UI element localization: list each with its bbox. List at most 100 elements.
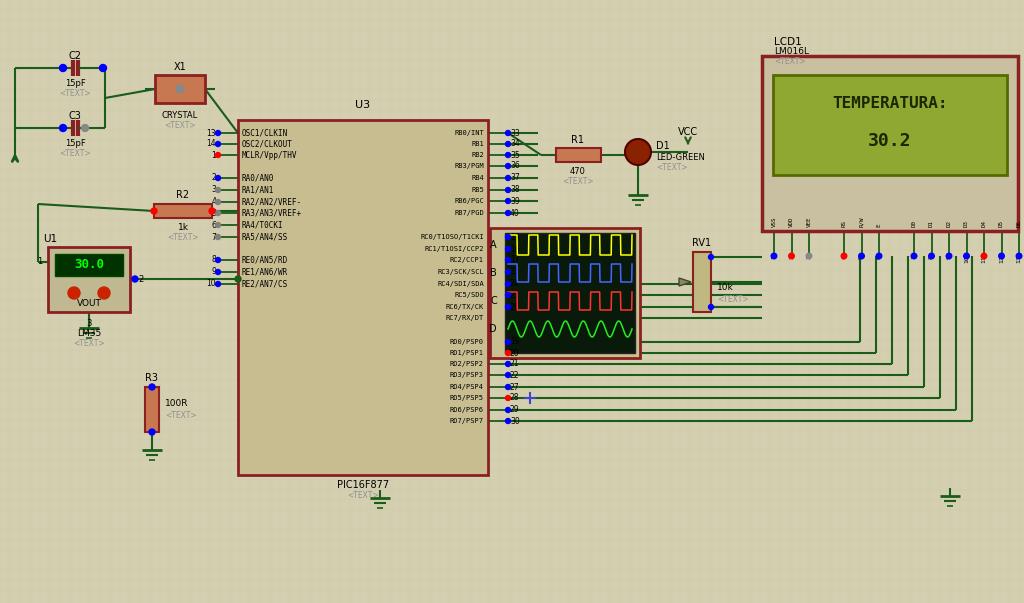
Text: 34: 34 [510, 139, 520, 148]
Text: RA3/AN3/VREF+: RA3/AN3/VREF+ [242, 209, 302, 218]
Text: MCLR/Vpp/THV: MCLR/Vpp/THV [242, 151, 298, 160]
Circle shape [709, 254, 714, 259]
Circle shape [506, 257, 511, 262]
Text: 8: 8 [929, 255, 934, 259]
Text: 3: 3 [211, 186, 216, 195]
Text: R3: R3 [145, 373, 159, 383]
Text: D1: D1 [929, 220, 934, 227]
Circle shape [877, 253, 882, 259]
Text: RE1/AN6/WR: RE1/AN6/WR [242, 268, 288, 277]
Text: 15pF: 15pF [65, 139, 85, 148]
Text: LM35: LM35 [77, 329, 101, 338]
Text: RE0/AN5/RD: RE0/AN5/RD [242, 256, 288, 265]
Text: 21: 21 [510, 359, 519, 368]
Text: LM016L: LM016L [774, 48, 809, 57]
Text: 14: 14 [207, 139, 216, 148]
Text: <TEXT>: <TEXT> [562, 177, 594, 186]
Text: 23: 23 [510, 268, 519, 277]
Text: RV1: RV1 [692, 238, 712, 248]
Text: RB1: RB1 [471, 141, 484, 147]
Text: <TEXT>: <TEXT> [59, 89, 91, 98]
Text: 39: 39 [510, 197, 520, 206]
Circle shape [150, 384, 155, 390]
Text: 2: 2 [790, 255, 794, 259]
Circle shape [68, 287, 80, 299]
Text: <TEXT>: <TEXT> [167, 233, 199, 242]
Text: RC0/T1OSO/T1CKI: RC0/T1OSO/T1CKI [420, 234, 484, 240]
Text: 12: 12 [999, 255, 1004, 263]
Text: D: D [489, 324, 497, 334]
Text: PIC16F877: PIC16F877 [337, 480, 389, 490]
Text: C: C [490, 296, 497, 306]
Text: OSC1/CLKIN: OSC1/CLKIN [242, 128, 288, 137]
Text: R2: R2 [176, 190, 189, 200]
Text: RC4/SDI/SDA: RC4/SDI/SDA [437, 281, 484, 287]
Text: RB7/PGD: RB7/PGD [455, 210, 484, 216]
Text: C2: C2 [69, 51, 82, 61]
Circle shape [788, 253, 795, 259]
Bar [505, 233, 635, 353]
Text: 11: 11 [981, 255, 986, 263]
Circle shape [99, 65, 106, 72]
Text: CRYSTAL: CRYSTAL [162, 110, 198, 119]
Text: <TEXT>: <TEXT> [59, 150, 91, 159]
Text: LED-GREEN: LED-GREEN [656, 153, 705, 162]
Text: B: B [490, 268, 497, 278]
Circle shape [506, 339, 511, 344]
Bar [154, 204, 212, 218]
Text: <TEXT>: <TEXT> [774, 57, 806, 66]
Circle shape [506, 210, 511, 215]
Text: RA4/T0CKI: RA4/T0CKI [242, 221, 284, 230]
Text: RS: RS [842, 220, 847, 227]
Circle shape [506, 305, 511, 309]
Circle shape [506, 292, 511, 297]
Text: RD2/PSP2: RD2/PSP2 [450, 361, 484, 367]
Text: RB0/INT: RB0/INT [455, 130, 484, 136]
Circle shape [506, 175, 511, 180]
Text: RB2: RB2 [471, 152, 484, 158]
Text: 7: 7 [211, 233, 216, 241]
Circle shape [215, 175, 220, 180]
Text: RC2/CCP1: RC2/CCP1 [450, 257, 484, 263]
Text: U3: U3 [355, 100, 371, 110]
Circle shape [911, 253, 916, 259]
Circle shape [215, 153, 220, 157]
Circle shape [506, 282, 511, 286]
Text: 37: 37 [510, 174, 520, 183]
Circle shape [506, 142, 511, 147]
Text: VCC: VCC [678, 127, 698, 137]
Circle shape [964, 253, 970, 259]
Circle shape [82, 124, 88, 131]
Text: 27: 27 [510, 382, 519, 391]
Circle shape [709, 305, 714, 309]
Text: VOUT: VOUT [77, 300, 101, 309]
Text: RD1/PSP1: RD1/PSP1 [450, 350, 484, 356]
Circle shape [59, 65, 67, 72]
Circle shape [998, 253, 1005, 259]
Circle shape [215, 257, 220, 262]
Text: 30: 30 [510, 417, 520, 426]
Circle shape [506, 163, 511, 168]
Text: D4: D4 [981, 220, 986, 227]
Circle shape [150, 429, 155, 435]
Circle shape [506, 130, 511, 136]
Bar [155, 75, 205, 103]
Text: <TEXT>: <TEXT> [347, 490, 379, 499]
Circle shape [506, 396, 511, 400]
Text: RC3/SCK/SCL: RC3/SCK/SCL [437, 269, 484, 275]
Circle shape [506, 270, 511, 274]
Circle shape [215, 200, 220, 204]
Text: 470: 470 [570, 168, 586, 177]
Text: <TEXT>: <TEXT> [73, 339, 104, 349]
Text: X1: X1 [174, 62, 186, 72]
Circle shape [506, 198, 511, 203]
Circle shape [215, 270, 220, 274]
Circle shape [506, 350, 511, 356]
Bar [762, 56, 1018, 231]
Text: 22: 22 [510, 370, 519, 379]
Circle shape [506, 385, 511, 390]
Text: VSS: VSS [771, 216, 776, 227]
Circle shape [215, 223, 220, 227]
Text: LCD1: LCD1 [774, 37, 802, 47]
Text: D0: D0 [911, 220, 916, 227]
